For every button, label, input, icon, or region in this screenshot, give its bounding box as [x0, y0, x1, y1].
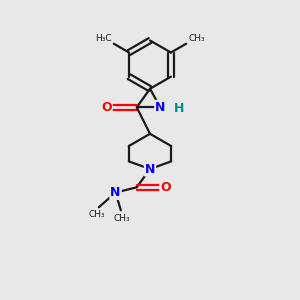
Text: CH₃: CH₃ [113, 214, 130, 223]
Text: H: H [174, 102, 184, 115]
Text: CH₃: CH₃ [189, 34, 205, 43]
Text: O: O [101, 101, 112, 114]
Text: N: N [145, 163, 155, 176]
Text: H₃C: H₃C [95, 34, 111, 43]
Text: CH₃: CH₃ [89, 210, 106, 219]
Text: N: N [155, 101, 166, 114]
Text: O: O [160, 181, 171, 194]
Text: N: N [110, 186, 121, 199]
